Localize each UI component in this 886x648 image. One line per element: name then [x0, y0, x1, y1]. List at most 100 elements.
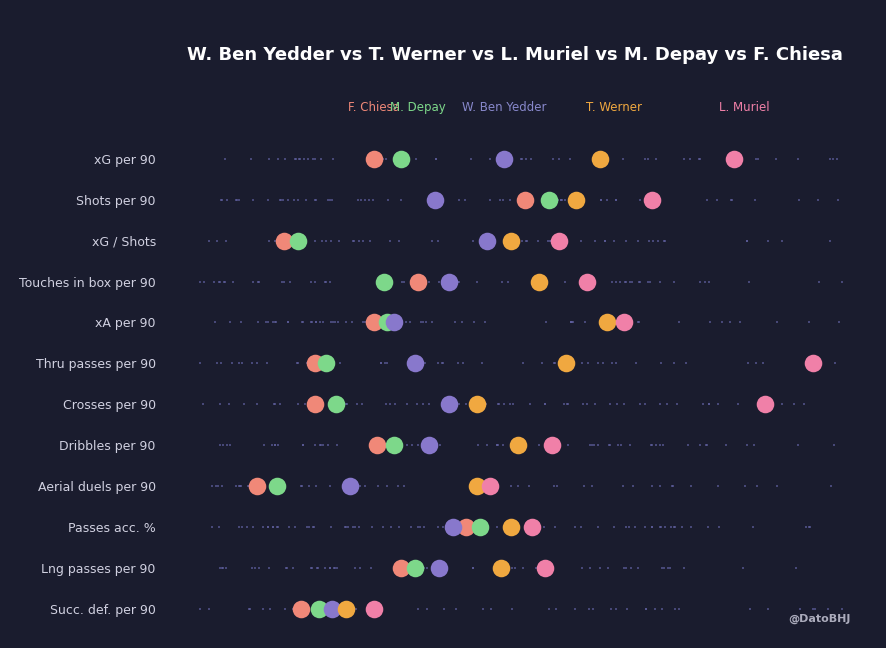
Point — [683, 481, 697, 492]
Point — [478, 399, 493, 410]
Point — [213, 399, 227, 410]
Point — [810, 358, 824, 369]
Point — [307, 358, 322, 369]
Point — [699, 440, 713, 450]
Point — [646, 235, 660, 246]
Point — [409, 276, 424, 286]
Point — [312, 318, 326, 328]
Point — [380, 318, 394, 328]
Point — [349, 604, 363, 614]
Point — [268, 318, 282, 328]
Point — [594, 194, 608, 205]
Point — [386, 440, 400, 450]
Point — [622, 440, 636, 450]
Point — [683, 522, 697, 533]
Point — [624, 276, 638, 286]
Point — [387, 399, 401, 410]
Point — [410, 440, 424, 450]
Point — [368, 318, 382, 328]
Point — [540, 276, 554, 286]
Point — [703, 318, 717, 328]
Point — [326, 399, 340, 410]
Point — [441, 276, 455, 286]
Point — [472, 522, 486, 533]
Point — [294, 481, 308, 492]
Point — [215, 440, 229, 450]
Point — [616, 563, 630, 573]
Point — [631, 318, 645, 328]
Point — [392, 563, 406, 573]
Point — [226, 276, 240, 286]
Point — [296, 604, 310, 614]
Point — [638, 604, 652, 614]
Point — [378, 399, 392, 410]
Point — [579, 399, 594, 410]
Point — [604, 276, 618, 286]
Point — [500, 276, 514, 286]
Point — [260, 522, 275, 533]
Point — [358, 318, 372, 328]
Point — [202, 604, 216, 614]
Point — [518, 154, 532, 164]
Point — [269, 522, 284, 533]
Point — [276, 194, 290, 205]
Point — [486, 563, 501, 573]
Point — [666, 522, 680, 533]
Point — [586, 440, 600, 450]
Point — [569, 194, 583, 205]
Point — [273, 194, 287, 205]
Point — [505, 399, 519, 410]
Point — [538, 399, 552, 410]
Point — [424, 440, 439, 450]
Point — [246, 522, 260, 533]
Point — [209, 235, 223, 246]
Point — [229, 194, 244, 205]
Point — [692, 440, 706, 450]
Point — [262, 481, 276, 492]
Point — [655, 604, 669, 614]
Point — [609, 276, 623, 286]
Point — [412, 522, 426, 533]
Point — [538, 399, 552, 410]
Point — [562, 154, 576, 164]
Point — [642, 276, 657, 286]
Point — [295, 235, 309, 246]
Point — [431, 358, 445, 369]
Point — [266, 522, 280, 533]
Point — [502, 194, 517, 205]
Point — [431, 522, 445, 533]
Point — [495, 194, 509, 205]
Point — [606, 235, 620, 246]
Point — [436, 276, 450, 286]
Point — [408, 563, 422, 573]
Point — [325, 154, 339, 164]
Point — [338, 604, 353, 614]
Point — [560, 358, 574, 369]
Point — [325, 604, 339, 614]
Point — [649, 154, 663, 164]
Point — [397, 481, 411, 492]
Point — [644, 481, 658, 492]
Point — [600, 318, 614, 328]
Point — [822, 235, 836, 246]
Point — [229, 194, 243, 205]
Point — [366, 194, 380, 205]
Point — [601, 563, 615, 573]
Point — [485, 481, 499, 492]
Point — [469, 481, 483, 492]
Point — [553, 194, 567, 205]
Point — [548, 522, 562, 533]
Point — [395, 276, 409, 286]
Point — [447, 318, 462, 328]
Point — [632, 399, 646, 410]
Point — [357, 481, 371, 492]
Point — [696, 399, 710, 410]
Point — [556, 399, 571, 410]
Point — [557, 358, 571, 369]
Point — [830, 318, 844, 328]
Text: W. Ben Yedder: W. Ben Yedder — [462, 100, 546, 113]
Point — [268, 440, 282, 450]
Point — [231, 194, 245, 205]
Point — [826, 440, 840, 450]
Point — [449, 604, 463, 614]
